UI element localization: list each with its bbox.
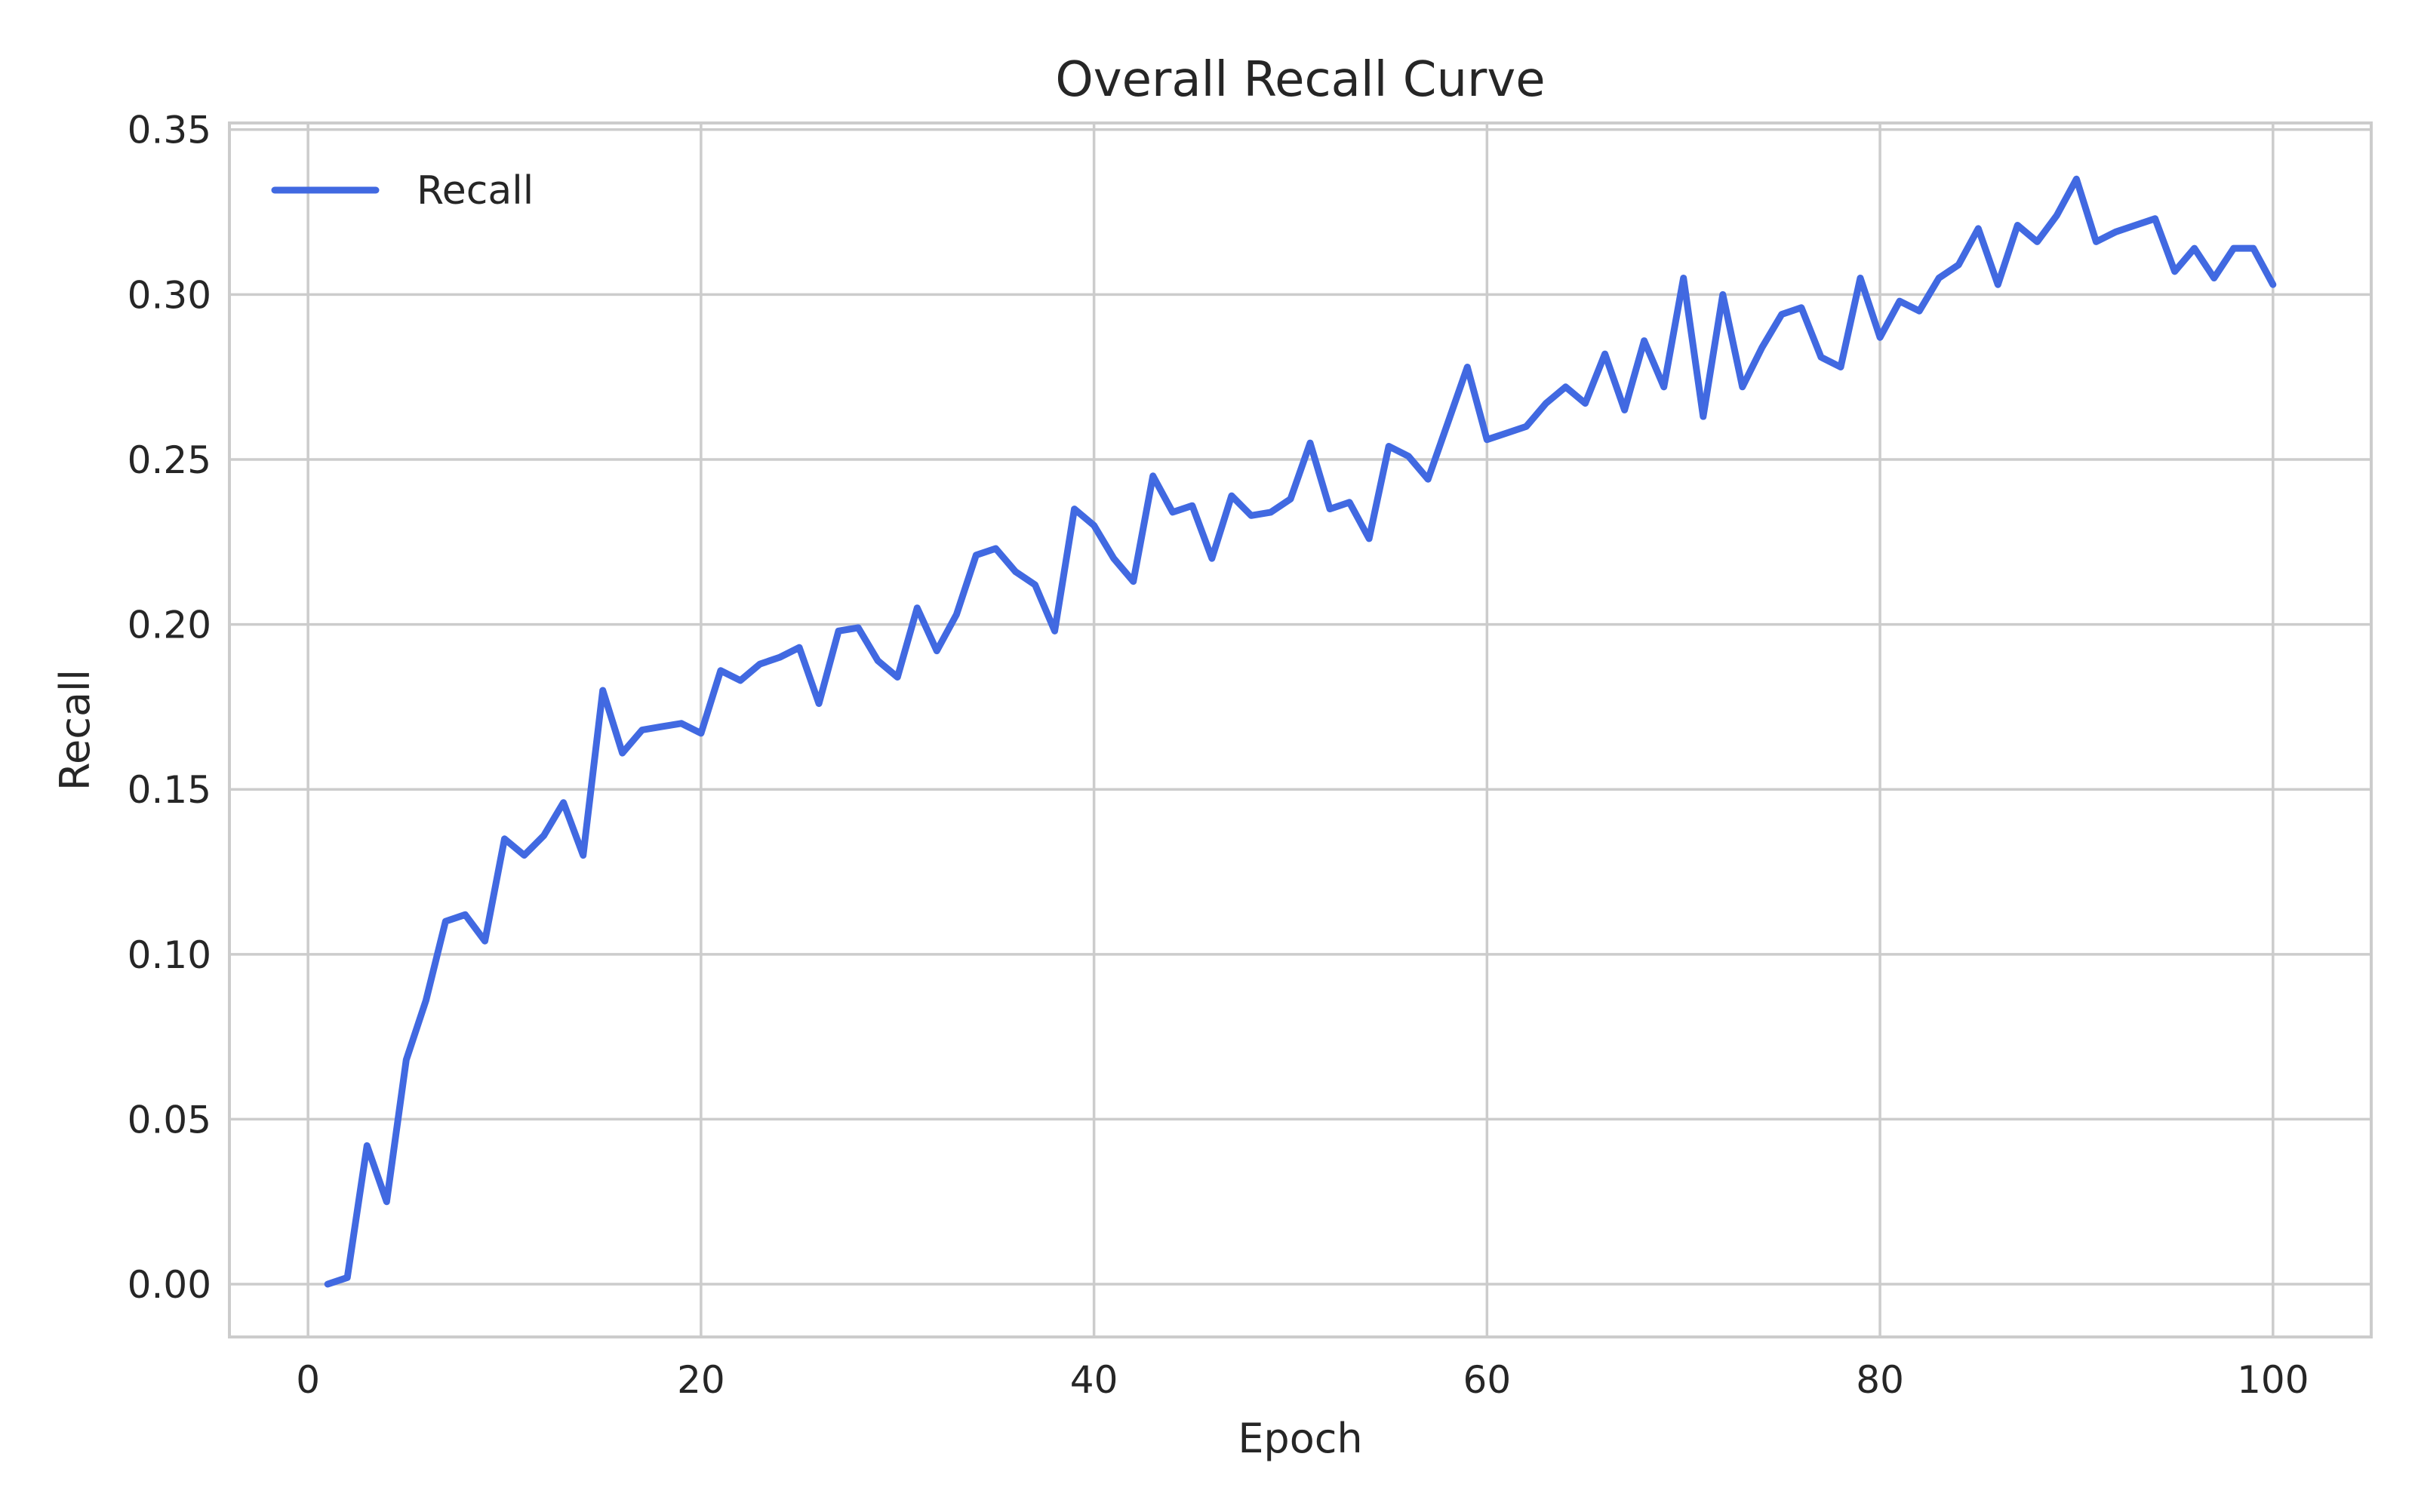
x-tick-label: 40	[1070, 1358, 1118, 1402]
x-tick-label: 60	[1463, 1358, 1512, 1402]
x-tick-label: 100	[2237, 1358, 2309, 1402]
y-tick-label: 0.20	[128, 604, 211, 647]
x-axis-label: Epoch	[1238, 1415, 1362, 1462]
y-axis-label: Recall	[51, 669, 99, 791]
series-line-recall	[324, 175, 2277, 1288]
tick-layer: 0 20 40 60 80 100 0.00 0.05 0.10 0.15 0.20 0.25 0.30…	[128, 109, 2309, 1402]
x-tick-label: 20	[677, 1358, 725, 1402]
x-tick-label: 0	[296, 1358, 320, 1402]
y-tick-label: 0.25	[128, 438, 211, 482]
legend: Recall	[271, 168, 534, 214]
y-tick-label: 0.10	[128, 933, 211, 977]
line-layer	[324, 175, 2277, 1288]
y-tick-label: 0.05	[128, 1098, 211, 1142]
y-tick-label: 0.15	[128, 768, 211, 812]
x-tick-label: 80	[1856, 1358, 1904, 1402]
grid-layer	[229, 123, 2371, 1337]
plot-frame	[228, 121, 2373, 1338]
y-tick-label: 0.00	[128, 1263, 211, 1307]
y-tick-label: 0.35	[128, 109, 211, 152]
legend-label: Recall	[417, 168, 534, 214]
chart-title: Overall Recall Curve	[1055, 52, 1545, 108]
y-tick-label: 0.30	[128, 273, 211, 317]
